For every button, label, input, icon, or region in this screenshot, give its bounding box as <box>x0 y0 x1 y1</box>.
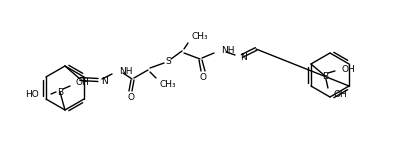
Text: OH: OH <box>76 77 90 87</box>
Text: OH: OH <box>342 64 356 73</box>
Text: NH: NH <box>221 45 235 54</box>
Text: N: N <box>101 76 108 86</box>
Text: NH: NH <box>119 66 132 75</box>
Text: HO: HO <box>25 90 39 99</box>
Text: CH₃: CH₃ <box>192 32 209 41</box>
Text: S: S <box>165 56 171 65</box>
Text: B: B <box>322 71 328 80</box>
Text: N: N <box>240 52 247 61</box>
Text: B: B <box>57 88 63 97</box>
Text: CH₃: CH₃ <box>160 79 176 89</box>
Text: OH: OH <box>334 90 348 99</box>
Text: O: O <box>200 72 207 81</box>
Text: O: O <box>128 93 134 102</box>
